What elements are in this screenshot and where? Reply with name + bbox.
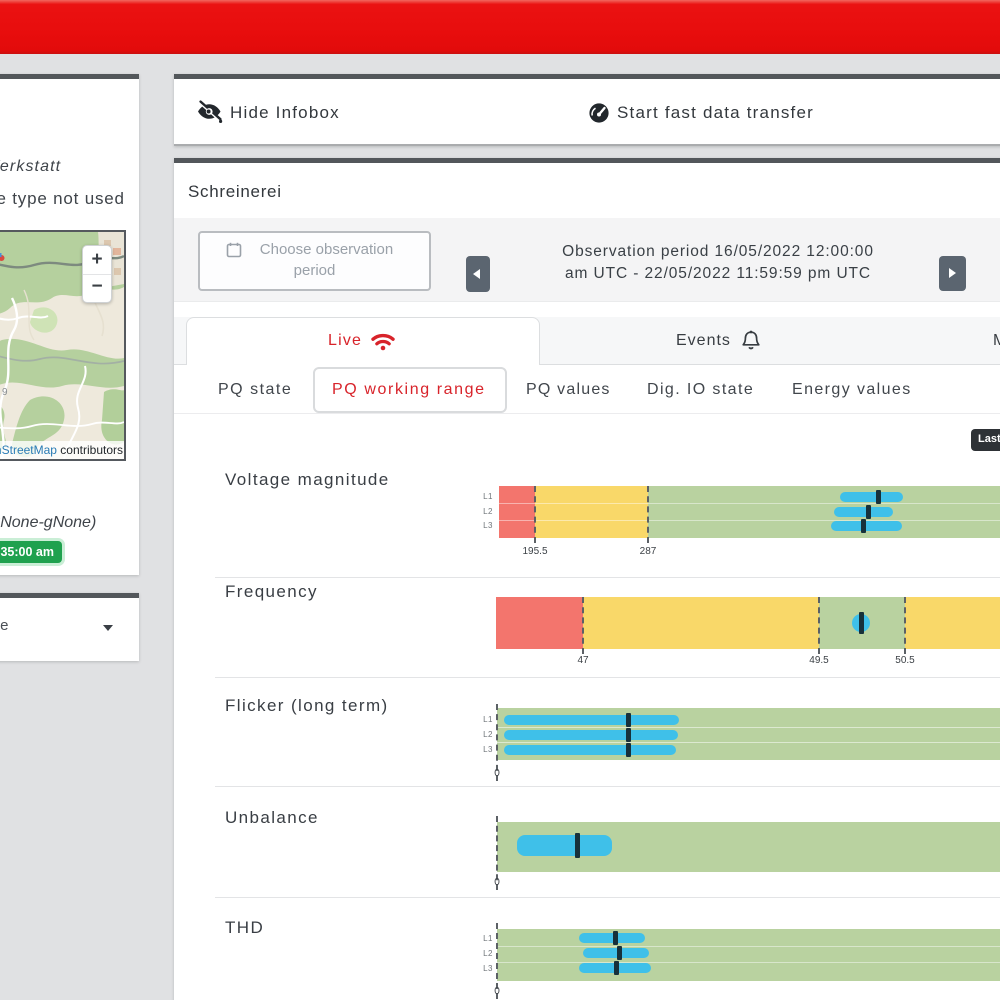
svg-text:9: 9 xyxy=(2,387,8,398)
